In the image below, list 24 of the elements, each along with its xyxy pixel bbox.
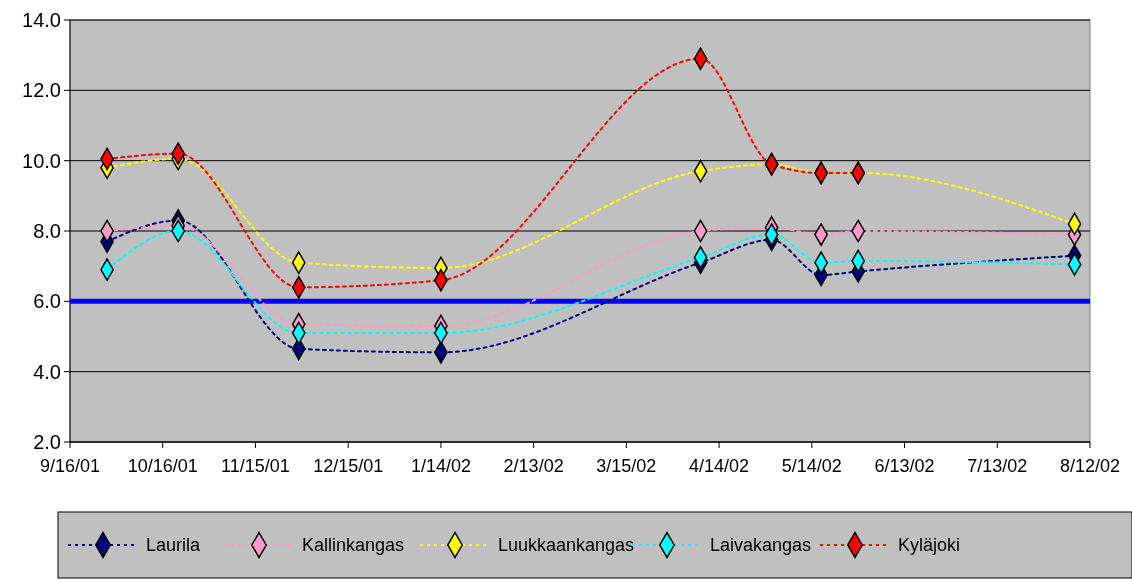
x-tick-label: 1/14/02 xyxy=(410,456,471,476)
x-tick-label: 5/14/02 xyxy=(781,456,842,476)
x-tick-label: 3/15/02 xyxy=(596,456,657,476)
y-tick-label: 2.0 xyxy=(33,431,61,453)
y-tick-label: 8.0 xyxy=(33,220,61,242)
y-tick-label: 12.0 xyxy=(22,79,61,102)
y-tick-label: 10.0 xyxy=(22,149,61,172)
legend-label: Laivakangas xyxy=(710,535,812,556)
x-tick-label: 9/16/01 xyxy=(39,456,101,476)
x-tick-label: 11/15/01 xyxy=(221,456,290,476)
legend-label: Kallinkangas xyxy=(302,535,405,556)
y-tick-label: 6.0 xyxy=(33,290,61,313)
legend-label: Luukkaankangas xyxy=(498,535,635,556)
legend-label: Laurila xyxy=(146,535,202,556)
x-tick-label: 7/13/02 xyxy=(967,456,1028,476)
y-tick-label: 14.0 xyxy=(22,9,61,31)
x-tick-label: 10/16/01 xyxy=(127,456,198,476)
legend-label: Kyläjoki xyxy=(898,535,961,556)
x-tick-label: 12/15/01 xyxy=(313,456,384,476)
x-tick-label: 6/13/02 xyxy=(874,456,935,476)
x-tick-label: 4/14/02 xyxy=(689,456,750,476)
y-tick-label: 4.0 xyxy=(33,360,61,383)
x-tick-label: 8/12/02 xyxy=(1059,456,1121,476)
x-tick-label: 2/13/02 xyxy=(503,456,564,476)
